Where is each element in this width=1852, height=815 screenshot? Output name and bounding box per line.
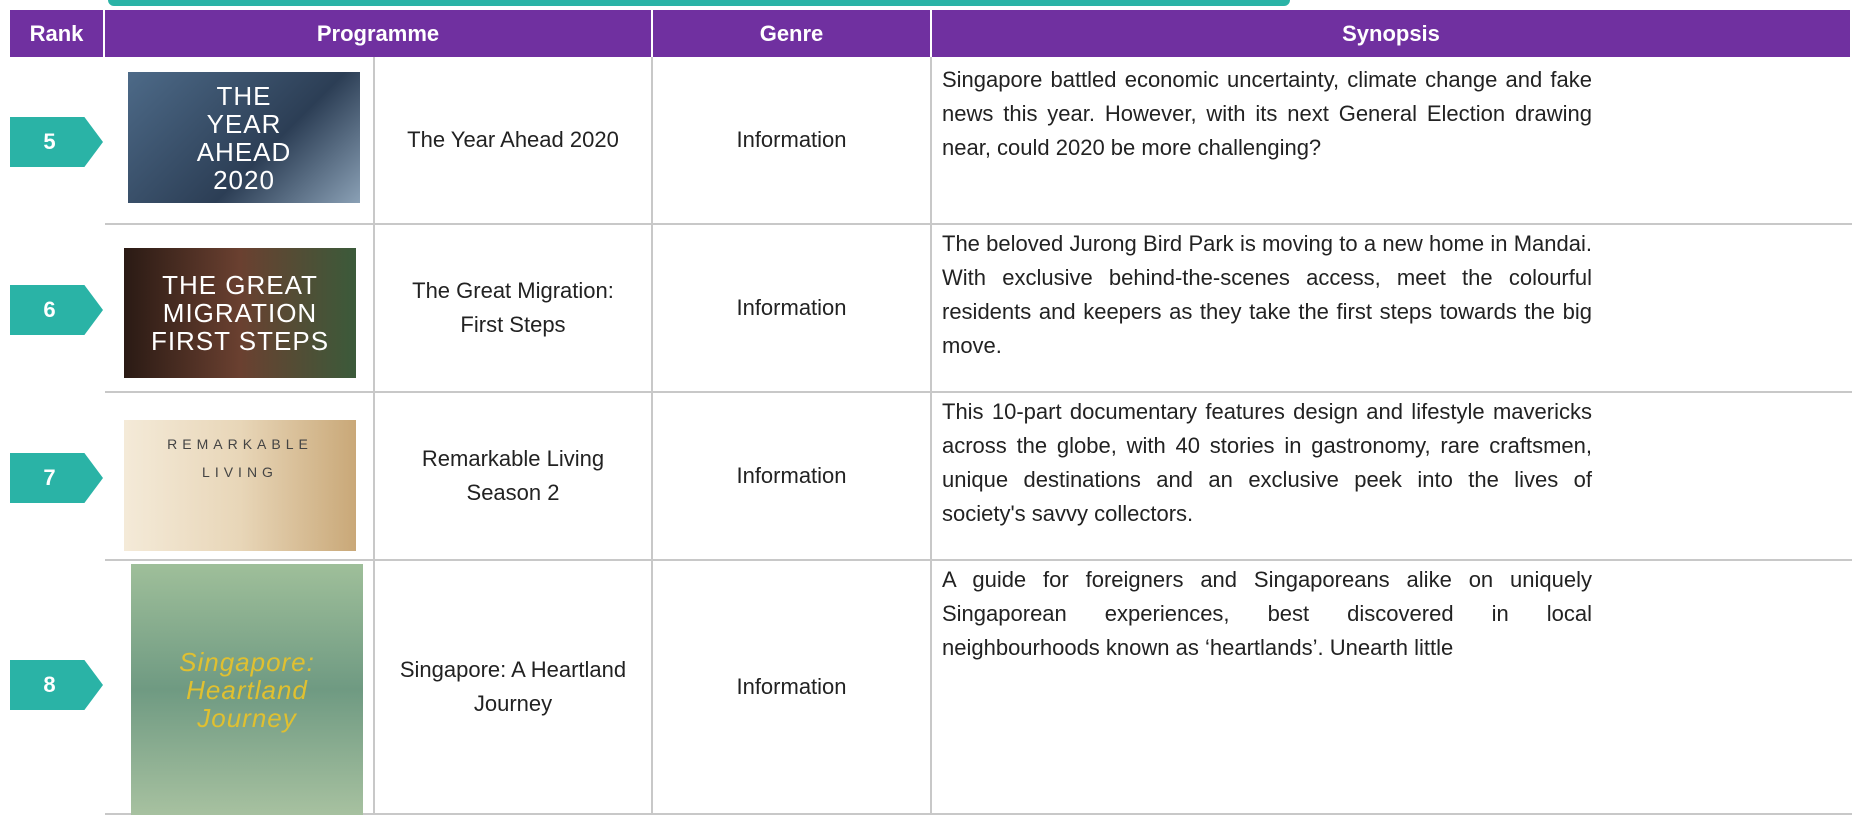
synopsis-text: A guide for foreigners and Singaporeans … <box>942 567 1592 660</box>
thumbnail-text: Singapore: <box>179 646 315 677</box>
thumbnail-text: Heartland <box>186 674 308 705</box>
header-cell: Rank <box>10 10 105 57</box>
thumbnail: Singapore: Heartland Journey <box>131 564 363 815</box>
rank-badge: 6 <box>10 285 103 335</box>
rank-badge: 5 <box>10 117 103 167</box>
synopsis-cell: Singapore battled economic uncertainty, … <box>932 57 1852 225</box>
synopsis-cell: The beloved Jurong Bird Park is moving t… <box>932 225 1852 393</box>
programme-cell: Remarkable Living Season 2 <box>375 393 653 561</box>
synopsis-text: The beloved Jurong Bird Park is moving t… <box>942 231 1592 358</box>
thumbnail-text: FIRST STEPS <box>150 326 330 356</box>
image-cell <box>105 393 375 561</box>
thumbnail-text: REMARKABLE <box>167 436 313 452</box>
thumbnail-text: THE <box>216 80 272 111</box>
header-cell: Genre <box>653 10 932 57</box>
header-cell: Programme <box>105 10 653 57</box>
thumbnail: THE YEAR AHEAD 2020 <box>128 72 360 203</box>
thumbnail: THE GREAT MIGRATION FIRST STEPS <box>124 248 356 378</box>
rank-badge: 8 <box>10 660 103 710</box>
thumbnail-text: 2020 <box>213 164 275 195</box>
thumbnail: REMARKABLE LIVING <box>124 420 356 551</box>
thumbnail-text: Journey <box>197 702 297 733</box>
genre-cell: Information <box>653 393 932 561</box>
thumbnail-text: THE GREAT <box>162 270 318 300</box>
top-bar <box>108 0 1290 6</box>
programme-cell: Singapore: A Heartland Journey <box>375 561 653 815</box>
programme-cell: The Great Migration: First Steps <box>375 225 653 393</box>
programme-cell: The Year Ahead 2020 <box>375 57 653 225</box>
header-cell: Synopsis <box>932 10 1852 57</box>
image-cell <box>105 57 375 225</box>
genre-cell: Information <box>653 225 932 393</box>
genre-cell: Information <box>653 57 932 225</box>
genre-cell: Information <box>653 561 932 815</box>
thumbnail-text: MIGRATION <box>162 298 318 328</box>
synopsis-text: This 10-part documentary features design… <box>942 399 1592 526</box>
synopsis-cell: This 10-part documentary features design… <box>932 393 1852 561</box>
image-cell <box>105 225 375 393</box>
thumbnail-text: AHEAD <box>196 136 292 167</box>
thumbnail-text: LIVING <box>202 464 278 480</box>
synopsis-text: Singapore battled economic uncertainty, … <box>942 67 1592 160</box>
thumbnail-text: YEAR <box>206 108 282 139</box>
rank-badge: 7 <box>10 453 103 503</box>
synopsis-cell: A guide for foreigners and Singaporeans … <box>932 561 1852 815</box>
